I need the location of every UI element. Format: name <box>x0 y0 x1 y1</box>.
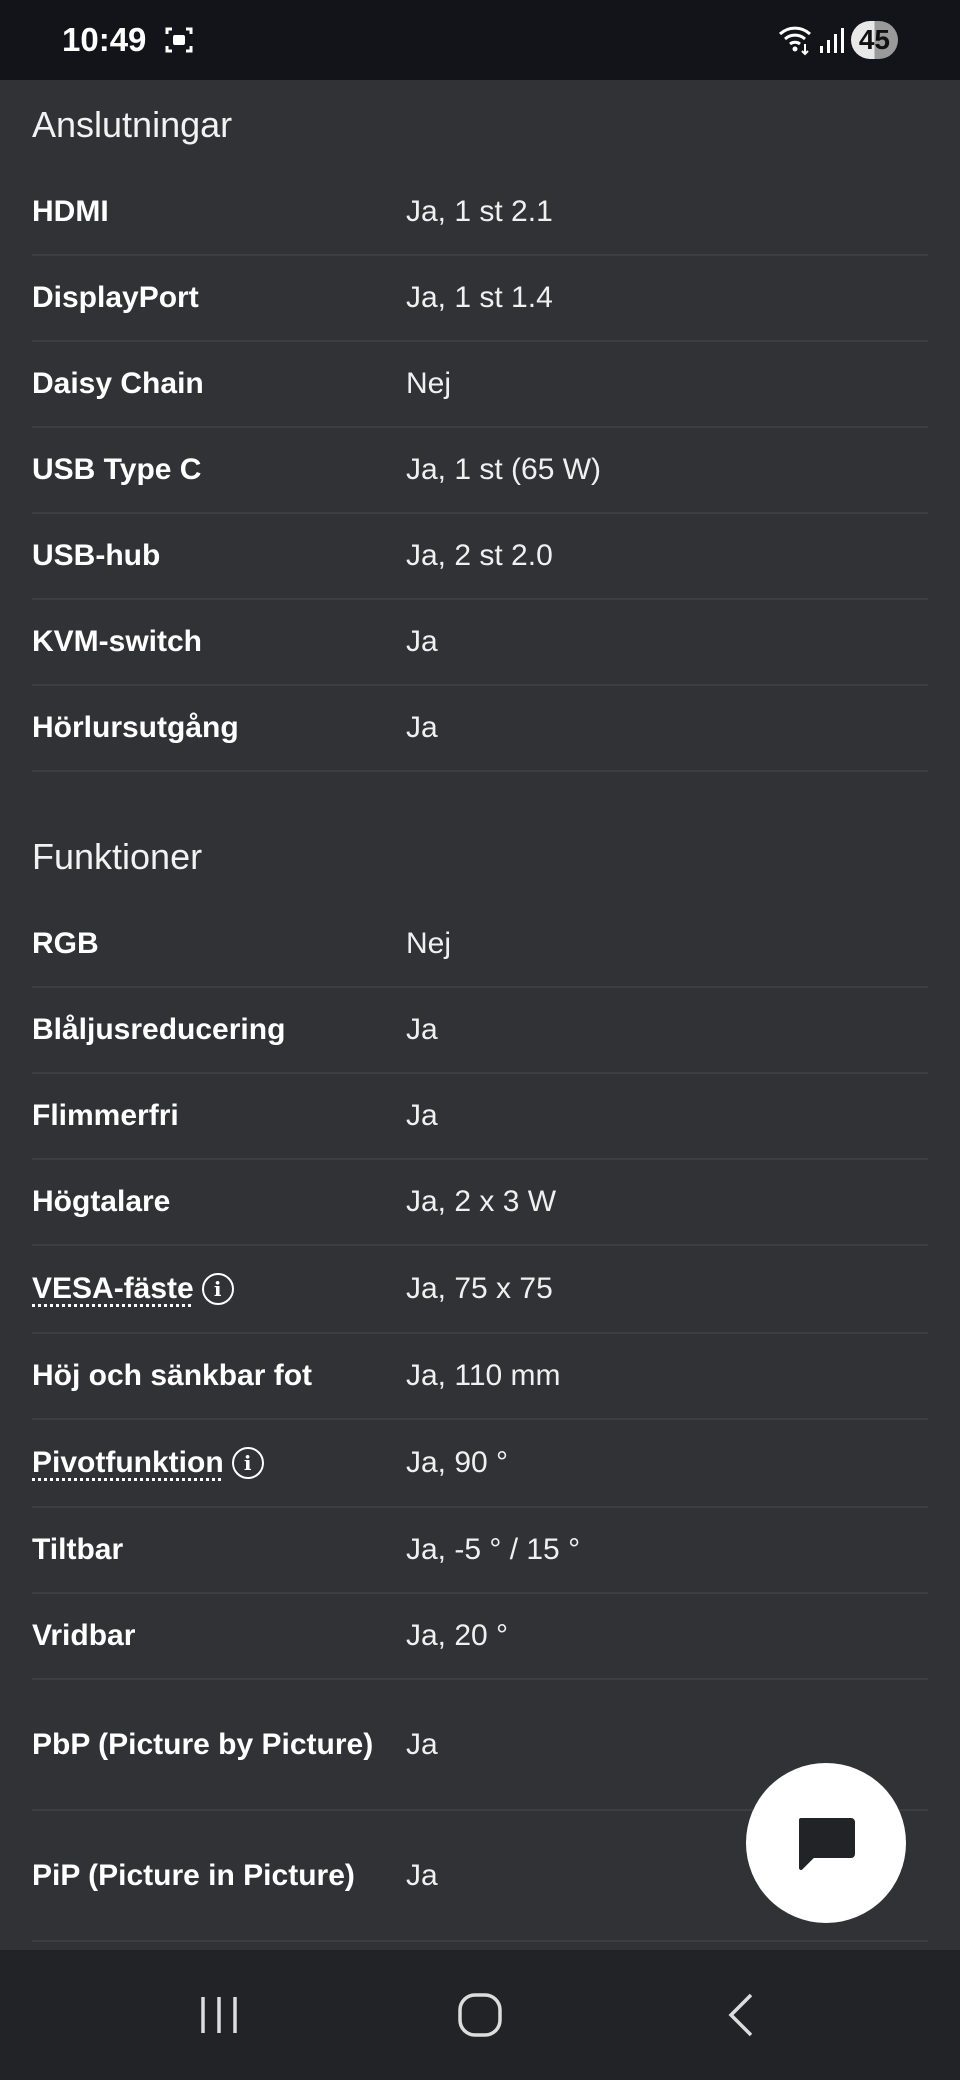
home-button[interactable] <box>456 1991 504 2039</box>
spec-label-text: Vridbar <box>32 1619 136 1652</box>
spec-label-text: Blåljusreducering <box>32 1013 286 1046</box>
spec-value: Ja <box>406 1099 438 1132</box>
spec-label-text: DisplayPort <box>32 281 199 314</box>
spec-label: RGB <box>32 922 406 966</box>
spec-row: PiP (Picture in Picture) Ja <box>32 1811 928 1942</box>
spec-label-text: Höj och sänkbar fot <box>32 1359 313 1392</box>
chat-button[interactable] <box>746 1763 906 1923</box>
back-button[interactable] <box>719 1991 763 2039</box>
spec-value: Ja, 1 st 1.4 <box>406 281 553 314</box>
chat-bubble-icon <box>799 1818 855 1870</box>
spec-value: Ja, 20 ° <box>406 1619 509 1652</box>
status-bar: 10:49 45 <box>0 0 960 80</box>
spec-label: PiP (Picture in Picture) <box>32 1854 406 1898</box>
spec-label: Daisy Chain <box>32 362 406 406</box>
battery-indicator: 45 <box>850 21 898 59</box>
section-title: Anslutningar <box>32 104 233 145</box>
spec-value: Ja, 2 st 2.0 <box>406 539 553 572</box>
spec-label: Flimmerfri <box>32 1094 406 1138</box>
section-title: Funktioner <box>32 836 203 877</box>
spec-label-text: Hörlursutgång <box>32 711 239 744</box>
info-icon[interactable]: i <box>231 1447 264 1479</box>
spec-label: Vridbar <box>32 1614 406 1658</box>
spec-label: Blåljusreducering <box>32 1008 406 1052</box>
spec-row: Daisy Chain Nej <box>32 342 928 428</box>
spec-label: PbP (Picture by Picture) <box>32 1723 406 1767</box>
spec-row: Hörlursutgång Ja <box>32 686 928 772</box>
spec-row: VESA-fäste i Ja, 75 x 75 <box>32 1246 928 1334</box>
spec-row: RGB Nej <box>32 902 928 988</box>
spec-value: Ja, 110 mm <box>406 1359 561 1392</box>
spec-label: DisplayPort <box>32 276 406 320</box>
recent-apps-button[interactable] <box>197 1993 241 2037</box>
spec-list: Anslutningar HDMI Ja, 1 st 2.1 DisplayPort J… <box>32 80 928 1942</box>
spec-label-text: KVM-switch <box>32 625 203 658</box>
spec-row: PbP (Picture by Picture) Ja <box>32 1680 928 1811</box>
spec-value: Ja <box>406 711 438 744</box>
spec-value: Ja, 2 x 3 W <box>406 1185 557 1218</box>
spec-label-text[interactable]: Pivotfunktion <box>32 1446 224 1479</box>
info-icon[interactable]: i <box>201 1273 234 1305</box>
spec-value: Ja <box>406 625 438 658</box>
spec-row: Blåljusreducering Ja <box>32 988 928 1074</box>
spec-row: USB-hub Ja, 2 st 2.0 <box>32 514 928 600</box>
spec-row: Högtalare Ja, 2 x 3 W <box>32 1160 928 1246</box>
navigation-bar <box>0 1950 960 2080</box>
spec-label: HDMI <box>32 190 406 234</box>
spec-label: Tiltbar <box>32 1528 406 1572</box>
spec-label: Högtalare <box>32 1180 406 1224</box>
spec-row: USB Type C Ja, 1 st (65 W) <box>32 428 928 514</box>
spec-row: Höj och sänkbar fot Ja, 110 mm <box>32 1334 928 1420</box>
spec-label: USB-hub <box>32 534 406 578</box>
spec-value: Ja <box>406 1013 438 1046</box>
spec-label: KVM-switch <box>32 620 406 664</box>
spec-label: USB Type C <box>32 448 406 492</box>
wifi-icon <box>778 26 811 56</box>
spec-label: Hörlursutgång <box>32 706 406 750</box>
spec-label-text: PbP (Picture by Picture) <box>32 1727 374 1761</box>
spec-row: Pivotfunktion i Ja, 90 ° <box>32 1420 928 1508</box>
spec-value: Ja <box>406 1858 438 1892</box>
spec-value: Nej <box>406 367 452 400</box>
spec-row: Flimmerfri Ja <box>32 1074 928 1160</box>
spec-label: Höj och sänkbar fot <box>32 1354 406 1398</box>
screenshot-icon <box>165 27 193 53</box>
signal-icon <box>819 28 844 53</box>
spec-row: Vridbar Ja, 20 ° <box>32 1594 928 1680</box>
spec-value: Ja, 90 ° <box>406 1446 509 1479</box>
spec-label[interactable]: VESA-fäste i <box>32 1267 406 1311</box>
spec-value: Ja <box>406 1727 438 1761</box>
spec-value: Ja, 1 st (65 W) <box>406 453 602 486</box>
spec-row: KVM-switch Ja <box>32 600 928 686</box>
spec-label-text: Daisy Chain <box>32 367 204 400</box>
spec-value: Ja, -5 ° / 15 ° <box>406 1533 581 1566</box>
spec-label-text: RGB <box>32 927 99 960</box>
spec-label-text: Tiltbar <box>32 1533 124 1566</box>
spec-row: HDMI Ja, 1 st 2.1 <box>32 170 928 256</box>
spec-label-text: USB-hub <box>32 539 161 572</box>
spec-label[interactable]: Pivotfunktion i <box>32 1441 406 1485</box>
spec-row: DisplayPort Ja, 1 st 1.4 <box>32 256 928 342</box>
spec-value: Ja, 75 x 75 <box>406 1272 553 1305</box>
spec-value: Nej <box>406 927 452 960</box>
spec-label-text[interactable]: VESA-fäste <box>32 1272 194 1305</box>
spec-label-text: PiP (Picture in Picture) <box>32 1858 355 1892</box>
spec-label-text: USB Type C <box>32 453 202 486</box>
spec-row: Tiltbar Ja, -5 ° / 15 ° <box>32 1508 928 1594</box>
spec-label-text: HDMI <box>32 195 109 228</box>
spec-label-text: Högtalare <box>32 1185 171 1218</box>
status-time: 10:49 <box>62 21 147 58</box>
spec-label-text: Flimmerfri <box>32 1099 179 1132</box>
spec-value: Ja, 1 st 2.1 <box>406 195 553 228</box>
